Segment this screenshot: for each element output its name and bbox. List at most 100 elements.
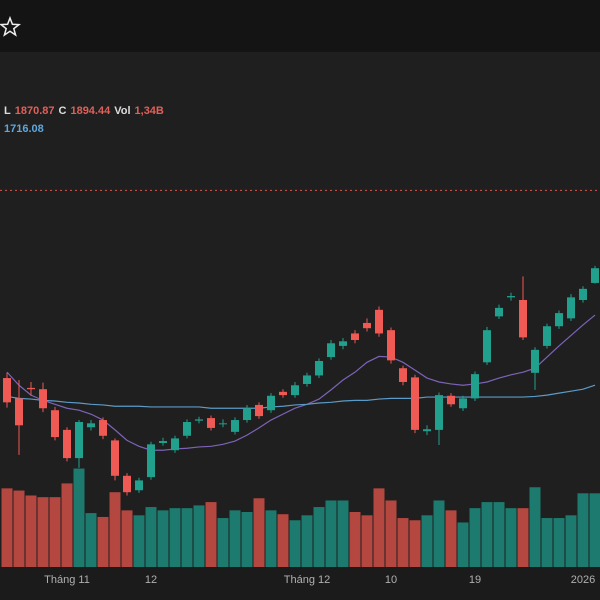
x-tick-label: Tháng 11 [44,574,90,586]
candle-body [327,343,335,358]
ma-line [6,314,596,451]
candle-body [411,377,419,430]
volume-bar [541,518,553,567]
volume-bar [349,512,361,567]
candle-body [435,395,443,430]
volume-bar [301,515,313,567]
candle-body [459,398,467,409]
volume-bar [97,516,109,567]
volume-bar [109,492,121,567]
ma-value: 1716.08 [4,123,44,135]
volume-bar [85,513,97,567]
candle-body [171,438,179,451]
volume-bar [193,505,205,567]
candle-body [255,404,263,417]
volume-bar [229,510,241,567]
candle-body [471,374,479,399]
candle-body [279,391,287,396]
candle-body [195,419,203,421]
candle-body [135,480,143,491]
candle-body [519,299,527,338]
ma-line [6,384,596,409]
volume-bar [277,514,289,567]
candle-body [375,309,383,334]
volume-bar [145,507,157,567]
volume-bar [469,508,481,567]
candle-body [243,408,251,421]
volume-bar [61,483,73,567]
candle-body [207,418,215,428]
candle-body [63,429,71,459]
candle-body [231,420,239,432]
volume-bar [37,497,49,567]
candle-body [351,333,359,341]
candle-body [303,375,311,384]
volume-bar [529,487,541,567]
volume-bar [265,510,277,567]
volume-bar [517,508,529,567]
volume-bar [445,510,457,567]
axis-strip [0,567,600,600]
legend-key: C [58,105,67,117]
candle-body [3,378,11,403]
candle-body [147,444,155,478]
candle-body [315,361,323,376]
volume-bar [121,510,133,567]
volume-bar [481,502,493,567]
candle-body [99,420,107,436]
x-tick-label: 19 [469,574,481,586]
volume-bar [337,500,349,567]
candle-body [87,423,95,428]
candle-body [423,429,431,432]
volume-bar [49,497,61,567]
candle-body [447,395,455,405]
candle-body [579,288,587,300]
candle-body [183,422,191,436]
top-bar [0,0,600,52]
candle-body [27,387,35,390]
candle-body [399,368,407,382]
volume-bar [397,518,409,567]
candle-body [111,440,119,476]
volume-bar [73,468,85,567]
candle-body [75,422,83,459]
volume-bar [421,515,433,567]
volume-bar [565,515,577,567]
legend-value: 1894.44 [70,105,111,117]
volume-bar [205,502,217,567]
x-tick-label: 2026 [571,574,595,586]
candle-body [543,326,551,346]
volume-bar [181,508,193,567]
candle-body [39,389,47,409]
star-icon[interactable] [0,16,24,40]
candle-body [531,349,539,373]
candle-body [159,441,167,444]
x-tick-label: Tháng 12 [284,574,330,586]
volume-bar [133,515,145,567]
volume-bar [13,490,25,567]
volume-bar [325,500,337,567]
volume-bar [241,512,253,567]
candle-body [267,395,275,411]
candle-body [363,322,371,329]
candle-body [591,268,599,283]
volume-bar [385,500,397,567]
volume-bar [253,498,265,567]
volume-bar [577,493,589,567]
volume-bar [553,518,565,567]
candle-body [123,475,131,493]
legend-key: L [4,105,11,117]
volume-bar [1,488,13,567]
x-tick-label: 12 [145,574,157,586]
legend-key: Vol [114,105,131,117]
candle-body [51,410,59,438]
candle-body [567,297,575,319]
volume-bar [373,488,385,567]
candle-body [483,330,491,363]
volume-bar [433,500,445,567]
volume-bar [25,495,37,567]
candle-body [339,341,347,346]
volume-bar [457,522,469,567]
